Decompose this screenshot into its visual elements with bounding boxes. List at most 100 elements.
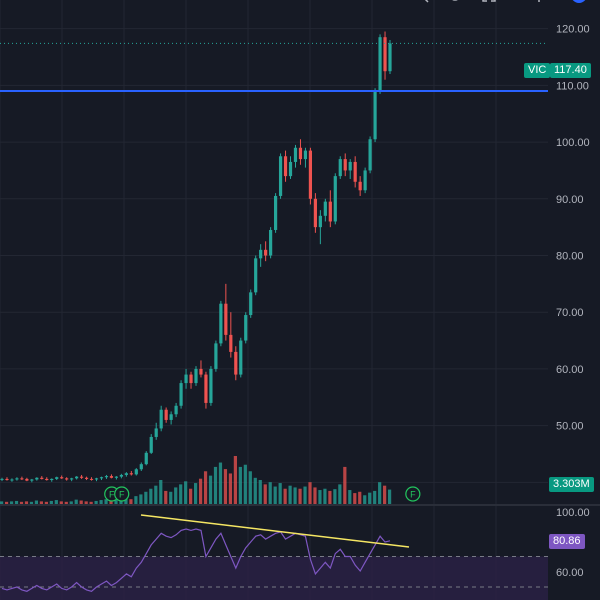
volume-bar [363, 495, 367, 504]
volume-bar [89, 501, 93, 504]
volume-bar [29, 501, 34, 504]
candle-body [363, 170, 367, 191]
candle-body [219, 303, 223, 344]
fullscreen-icon[interactable] [480, 0, 498, 4]
volume-bar [79, 500, 83, 504]
volume-bar [303, 486, 307, 504]
candle-body [214, 343, 218, 369]
candle-body [278, 156, 283, 196]
volume-bar [378, 482, 382, 504]
volume-bar [298, 488, 302, 504]
volume-bar [308, 482, 312, 504]
settings-icon[interactable] [446, 0, 464, 4]
candle-body [184, 374, 188, 384]
volume-bar [288, 485, 292, 504]
volume-bar [338, 484, 342, 504]
volume-bar [368, 492, 372, 504]
top-toolbar [400, 0, 600, 6]
candle-body [104, 476, 109, 478]
pin-icon[interactable] [530, 0, 548, 4]
candle-body [65, 478, 69, 480]
volume-bar [74, 499, 78, 504]
candle-body [25, 478, 29, 481]
candle-body [259, 249, 263, 259]
volume-bar [184, 481, 188, 504]
price-axis-label: 100.00 [556, 137, 590, 149]
candle-body [234, 351, 238, 375]
earnings-marker-label: F [119, 490, 125, 500]
candle-body [50, 478, 54, 481]
candle-body [204, 374, 208, 403]
volume-bar [39, 501, 43, 504]
candle-body [269, 229, 273, 256]
volume-bar [44, 501, 48, 504]
volume-bar [253, 477, 257, 504]
candle-body [99, 477, 104, 479]
volume-bar [159, 480, 163, 504]
rsi-value-tag: 80.86 [549, 534, 585, 549]
last-price-tag: 117.40 [550, 63, 591, 78]
price-axis-label: 110.00 [556, 80, 589, 92]
candle-body [353, 161, 357, 182]
volume-bar [14, 500, 19, 504]
candle-body [84, 477, 89, 479]
volume-bar [238, 466, 242, 504]
candle-body [303, 150, 308, 160]
volume-bar [179, 484, 183, 504]
search-icon[interactable] [412, 0, 430, 4]
candle-body [239, 340, 243, 375]
volume-bar [213, 466, 218, 504]
volume-bar [208, 475, 213, 504]
volume-tag: 3.303M [549, 477, 594, 492]
candle-body [154, 428, 158, 437]
candle-body [40, 477, 44, 479]
volume-bar [278, 483, 282, 504]
earnings-marker-label: F [109, 490, 115, 500]
candle-body [5, 478, 9, 481]
candle-body [134, 469, 138, 475]
volume-bar [69, 501, 73, 504]
rsi-axis-label: 60.00 [556, 567, 584, 579]
volume-bar [198, 478, 203, 504]
volume-bar [154, 485, 158, 504]
candle-body [114, 476, 119, 478]
candle-body [249, 292, 253, 316]
volume-bar [0, 501, 4, 504]
volume-bar [233, 456, 237, 504]
volume-bar [189, 488, 193, 504]
volume-bar [59, 501, 63, 504]
volume-bar [248, 471, 252, 504]
volume-bar [283, 488, 287, 504]
candle-body [373, 91, 377, 140]
volume-bar [228, 473, 233, 504]
candle-body [149, 436, 153, 453]
earnings-marker [114, 486, 130, 502]
price-axis-label: 90.00 [556, 194, 584, 206]
volume-bar [383, 485, 387, 504]
price-axis-label: 50.00 [556, 421, 584, 433]
candle-body [139, 464, 143, 470]
candle-body [159, 409, 163, 429]
volume-bar [64, 501, 68, 504]
candle-body [70, 478, 74, 480]
candle-body [79, 476, 84, 478]
candle-body [164, 409, 168, 420]
candle-body [75, 476, 79, 479]
candle-body [199, 368, 203, 375]
volume-bar [174, 487, 178, 504]
volume-bar [243, 464, 247, 504]
candle-body [15, 478, 19, 480]
candle-body [368, 139, 372, 171]
candle-body [328, 201, 332, 222]
avatar-icon[interactable] [570, 0, 588, 4]
candle-body [35, 477, 39, 480]
candle-body [254, 258, 258, 293]
candle-body [288, 161, 293, 177]
volume-bar [49, 500, 53, 504]
volume-bar [194, 483, 198, 504]
candle-body [293, 147, 298, 162]
volume-bar [318, 490, 322, 504]
volume-bar [328, 490, 332, 504]
